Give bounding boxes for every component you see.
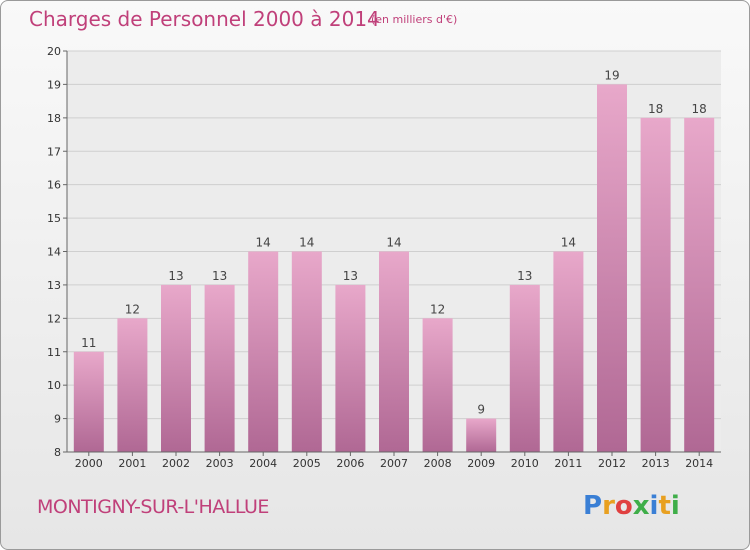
x-tick-label: 2014 bbox=[685, 457, 713, 470]
bar-2009 bbox=[466, 418, 497, 452]
x-tick-label: 2008 bbox=[424, 457, 452, 470]
bar-2011 bbox=[553, 251, 584, 452]
chart-title: Charges de Personnel 2000 à 2014 bbox=[29, 7, 380, 31]
x-tick-label: 2011 bbox=[554, 457, 582, 470]
bar-2000 bbox=[73, 351, 104, 452]
x-tick-label: 2000 bbox=[75, 457, 103, 470]
town-name: MONTIGNY-SUR-L'HALLUE bbox=[37, 496, 269, 518]
x-tick-label: 2006 bbox=[336, 457, 364, 470]
data-label: 13 bbox=[517, 269, 532, 283]
logo-letter: P bbox=[583, 491, 603, 521]
x-tick-label: 2010 bbox=[511, 457, 539, 470]
y-tick-label: 14 bbox=[47, 246, 61, 259]
logo-letter: x bbox=[632, 491, 650, 521]
data-label: 19 bbox=[604, 68, 619, 82]
bar-2002 bbox=[161, 284, 191, 452]
data-label: 18 bbox=[692, 102, 707, 116]
bar-2012 bbox=[597, 84, 627, 453]
x-tick-label: 2003 bbox=[206, 457, 234, 470]
bar-2010 bbox=[509, 284, 540, 452]
logo-letter: i bbox=[670, 491, 680, 521]
x-tick-label: 2013 bbox=[642, 457, 670, 470]
data-label: 12 bbox=[125, 302, 140, 316]
data-label: 11 bbox=[81, 336, 96, 350]
x-tick-label: 2009 bbox=[467, 457, 495, 470]
y-tick-label: 15 bbox=[47, 212, 61, 225]
y-tick-label: 17 bbox=[47, 145, 61, 158]
bar-2004 bbox=[248, 251, 279, 452]
x-tick-label: 2012 bbox=[598, 457, 626, 470]
y-tick-label: 12 bbox=[47, 312, 61, 325]
x-tick-label: 2004 bbox=[249, 457, 277, 470]
bar-2008 bbox=[422, 318, 453, 452]
x-tick-label: 2005 bbox=[293, 457, 321, 470]
y-tick-label: 18 bbox=[47, 112, 61, 125]
data-label: 12 bbox=[430, 302, 445, 316]
data-label: 18 bbox=[648, 102, 663, 116]
data-label: 14 bbox=[386, 236, 401, 250]
y-tick-label: 13 bbox=[47, 279, 61, 292]
data-label: 13 bbox=[343, 269, 358, 283]
data-label: 14 bbox=[561, 236, 576, 250]
bar-2014 bbox=[684, 117, 715, 452]
y-tick-label: 8 bbox=[54, 446, 61, 459]
y-tick-label: 10 bbox=[47, 379, 61, 392]
bar-2013 bbox=[640, 117, 671, 452]
logo-letter: r bbox=[602, 491, 615, 521]
y-tick-label: 19 bbox=[47, 78, 61, 91]
data-label: 9 bbox=[477, 403, 485, 417]
logo-letter: t bbox=[658, 491, 671, 521]
logo-letter: o bbox=[614, 491, 633, 521]
x-tick-label: 2002 bbox=[162, 457, 190, 470]
bar-2003 bbox=[204, 284, 235, 452]
bar-2005 bbox=[291, 251, 322, 452]
y-tick-label: 20 bbox=[47, 45, 61, 58]
bar-2006 bbox=[335, 284, 366, 452]
x-tick-label: 2007 bbox=[380, 457, 408, 470]
bar-2007 bbox=[379, 251, 409, 452]
bar-2001 bbox=[117, 318, 148, 452]
y-tick-label: 11 bbox=[47, 346, 61, 359]
logo-letter: i bbox=[649, 491, 659, 521]
data-label: 14 bbox=[299, 236, 314, 250]
x-tick-label: 2001 bbox=[118, 457, 146, 470]
proxiti-logo: Proxiti bbox=[583, 491, 680, 521]
y-tick-label: 9 bbox=[54, 413, 61, 426]
data-label: 14 bbox=[256, 236, 271, 250]
y-tick-label: 16 bbox=[47, 179, 61, 192]
data-label: 13 bbox=[168, 269, 183, 283]
chart-subtitle: (en milliers d'€) bbox=[371, 13, 458, 26]
data-label: 13 bbox=[212, 269, 227, 283]
